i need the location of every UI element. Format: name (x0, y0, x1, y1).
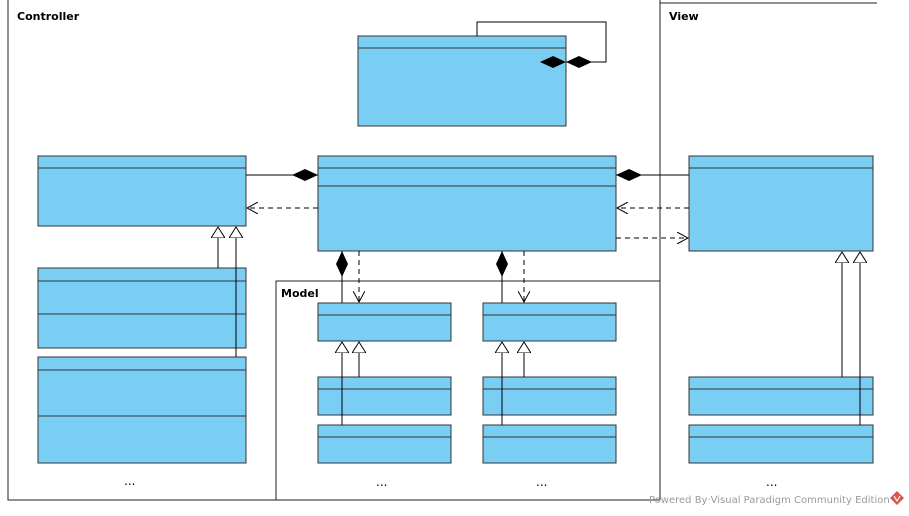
view-subclass-1[interactable] (688, 376, 874, 416)
model-right-subclass-2[interactable] (482, 424, 617, 464)
main-controller-class[interactable] (317, 155, 617, 252)
model-left-subclass-1[interactable] (317, 376, 452, 416)
controller-ellipsis: ... (124, 474, 135, 488)
self-composition-edge (476, 21, 607, 68)
composition-diamond-icon (616, 169, 642, 181)
composition-diamond-icon (336, 251, 348, 277)
controller-self-class[interactable] (357, 35, 567, 127)
composition-diamond-icon (292, 169, 318, 181)
controller-package: Controller (7, 0, 661, 501)
model-right-subclass-1[interactable] (482, 376, 617, 416)
controller-subclass-2[interactable] (37, 356, 247, 464)
composition-diamond-icon (566, 56, 592, 68)
watermark-text: Powered By·Visual Paradigm Community Edi… (649, 495, 890, 506)
view-base-class[interactable] (688, 155, 874, 252)
model-package-label: Model (281, 287, 319, 300)
model-package: Model (275, 280, 661, 501)
composition-diamond-icon (496, 251, 508, 277)
model-left-base-class[interactable] (317, 302, 452, 342)
model-left-ellipsis: ... (376, 475, 387, 489)
controller-package-label: Controller (17, 10, 80, 23)
visual-paradigm-logo-icon (890, 491, 904, 505)
controller-base-class[interactable] (37, 155, 247, 227)
view-ellipsis: ... (766, 475, 777, 489)
model-right-ellipsis: ... (536, 475, 547, 489)
controller-subclass-1[interactable] (37, 267, 247, 349)
view-package-label: View (669, 10, 699, 23)
model-left-subclass-2[interactable] (317, 424, 452, 464)
view-subclass-2[interactable] (688, 424, 874, 464)
model-right-base-class[interactable] (482, 302, 617, 342)
